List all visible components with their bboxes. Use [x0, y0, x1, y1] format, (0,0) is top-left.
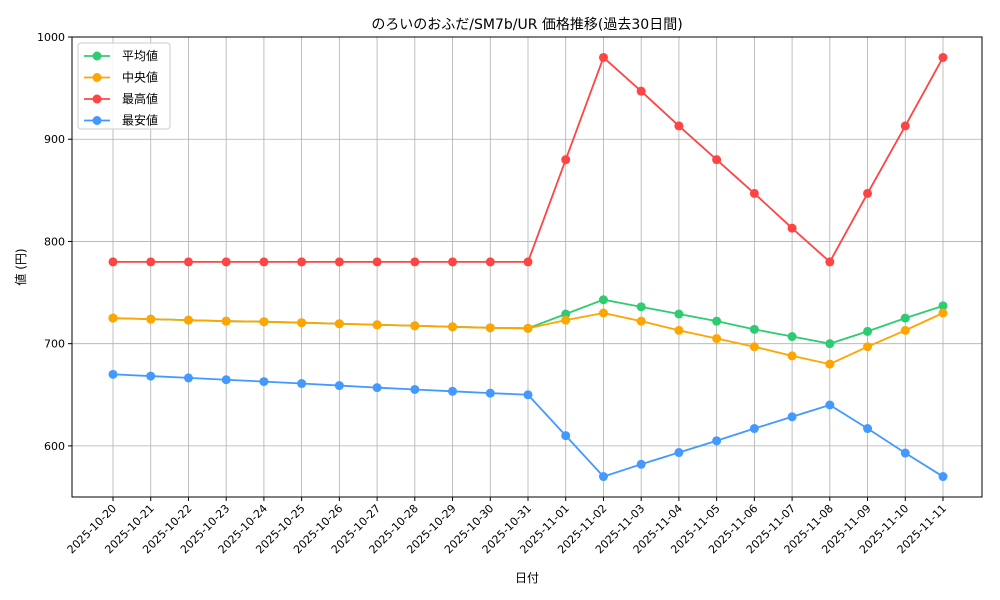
data-point — [863, 342, 873, 352]
legend-marker — [92, 116, 102, 125]
legend-label: 平均値 — [122, 48, 158, 63]
data-point — [372, 320, 382, 330]
data-point — [410, 384, 420, 394]
data-point — [334, 319, 344, 329]
data-point — [221, 316, 231, 326]
data-point — [712, 334, 722, 344]
data-point — [749, 342, 759, 352]
data-point — [598, 52, 608, 62]
data-point — [900, 325, 910, 335]
data-point — [636, 302, 646, 312]
chart-title: のろいのおふだ/SM7b/UR 価格推移(過去30日間) — [371, 17, 682, 33]
data-point — [297, 257, 307, 267]
data-point — [183, 373, 193, 383]
data-point — [259, 377, 269, 387]
y-tick-label: 700 — [44, 338, 65, 351]
data-point — [674, 448, 684, 458]
data-point — [372, 383, 382, 393]
y-tick-label: 800 — [44, 235, 65, 248]
data-point — [146, 371, 156, 381]
legend-marker — [92, 94, 102, 104]
data-point — [825, 339, 835, 349]
data-point — [448, 322, 458, 332]
y-tick-label: 1000 — [37, 31, 65, 44]
data-point — [787, 223, 797, 233]
data-point — [485, 323, 495, 333]
data-point — [297, 318, 307, 328]
data-point — [863, 326, 873, 336]
data-point — [146, 314, 156, 324]
data-point — [561, 155, 571, 165]
data-point — [598, 472, 608, 482]
data-point — [410, 321, 420, 331]
data-point — [561, 315, 571, 325]
data-point — [712, 436, 722, 446]
data-point — [636, 316, 646, 326]
data-point — [863, 188, 873, 198]
data-point — [636, 86, 646, 96]
data-point — [108, 369, 118, 379]
data-point — [712, 316, 722, 326]
data-point — [259, 257, 269, 267]
data-point — [297, 379, 307, 389]
data-point — [108, 313, 118, 323]
legend-label: 最安値 — [122, 113, 158, 128]
data-point — [221, 375, 231, 385]
data-point — [674, 325, 684, 335]
data-point — [598, 308, 608, 318]
data-point — [259, 317, 269, 327]
y-tick-label: 900 — [44, 133, 65, 146]
legend-label: 最高値 — [122, 91, 158, 106]
data-point — [410, 257, 420, 267]
data-point — [938, 308, 948, 318]
data-point — [787, 332, 797, 342]
y-axis-label: 値 (円) — [13, 248, 28, 285]
data-point — [183, 315, 193, 325]
data-point — [183, 257, 193, 267]
data-point — [938, 472, 948, 482]
data-point — [674, 121, 684, 131]
data-point — [334, 381, 344, 391]
data-point — [787, 351, 797, 361]
legend-box — [77, 42, 171, 130]
data-point — [221, 257, 231, 267]
data-point — [334, 257, 344, 267]
data-point — [787, 412, 797, 422]
data-point — [636, 459, 646, 469]
data-point — [485, 257, 495, 267]
data-point — [900, 448, 910, 458]
data-point — [448, 386, 458, 396]
data-point — [561, 431, 571, 441]
data-point — [863, 424, 873, 434]
data-point — [749, 324, 759, 334]
legend-marker — [92, 51, 102, 61]
data-point — [372, 257, 382, 267]
data-point — [825, 359, 835, 369]
data-point — [749, 188, 759, 198]
data-point — [674, 309, 684, 319]
legend-marker — [92, 73, 102, 82]
data-point — [825, 257, 835, 267]
data-point — [825, 400, 835, 410]
data-point — [146, 257, 156, 267]
data-point — [523, 390, 533, 400]
plot-frame — [71, 36, 983, 498]
y-tick-label: 600 — [44, 440, 65, 453]
data-point — [598, 295, 608, 305]
data-point — [900, 313, 910, 323]
data-point — [900, 121, 910, 131]
data-point — [108, 257, 118, 267]
data-point — [749, 424, 759, 434]
data-point — [712, 155, 722, 165]
data-point — [523, 257, 533, 267]
data-point — [938, 301, 948, 311]
data-point — [938, 52, 948, 62]
legend-label: 中央値 — [122, 70, 158, 85]
data-point — [485, 388, 495, 398]
x-axis-label: 日付 — [515, 571, 539, 585]
data-point — [448, 257, 458, 267]
data-point — [523, 323, 533, 333]
